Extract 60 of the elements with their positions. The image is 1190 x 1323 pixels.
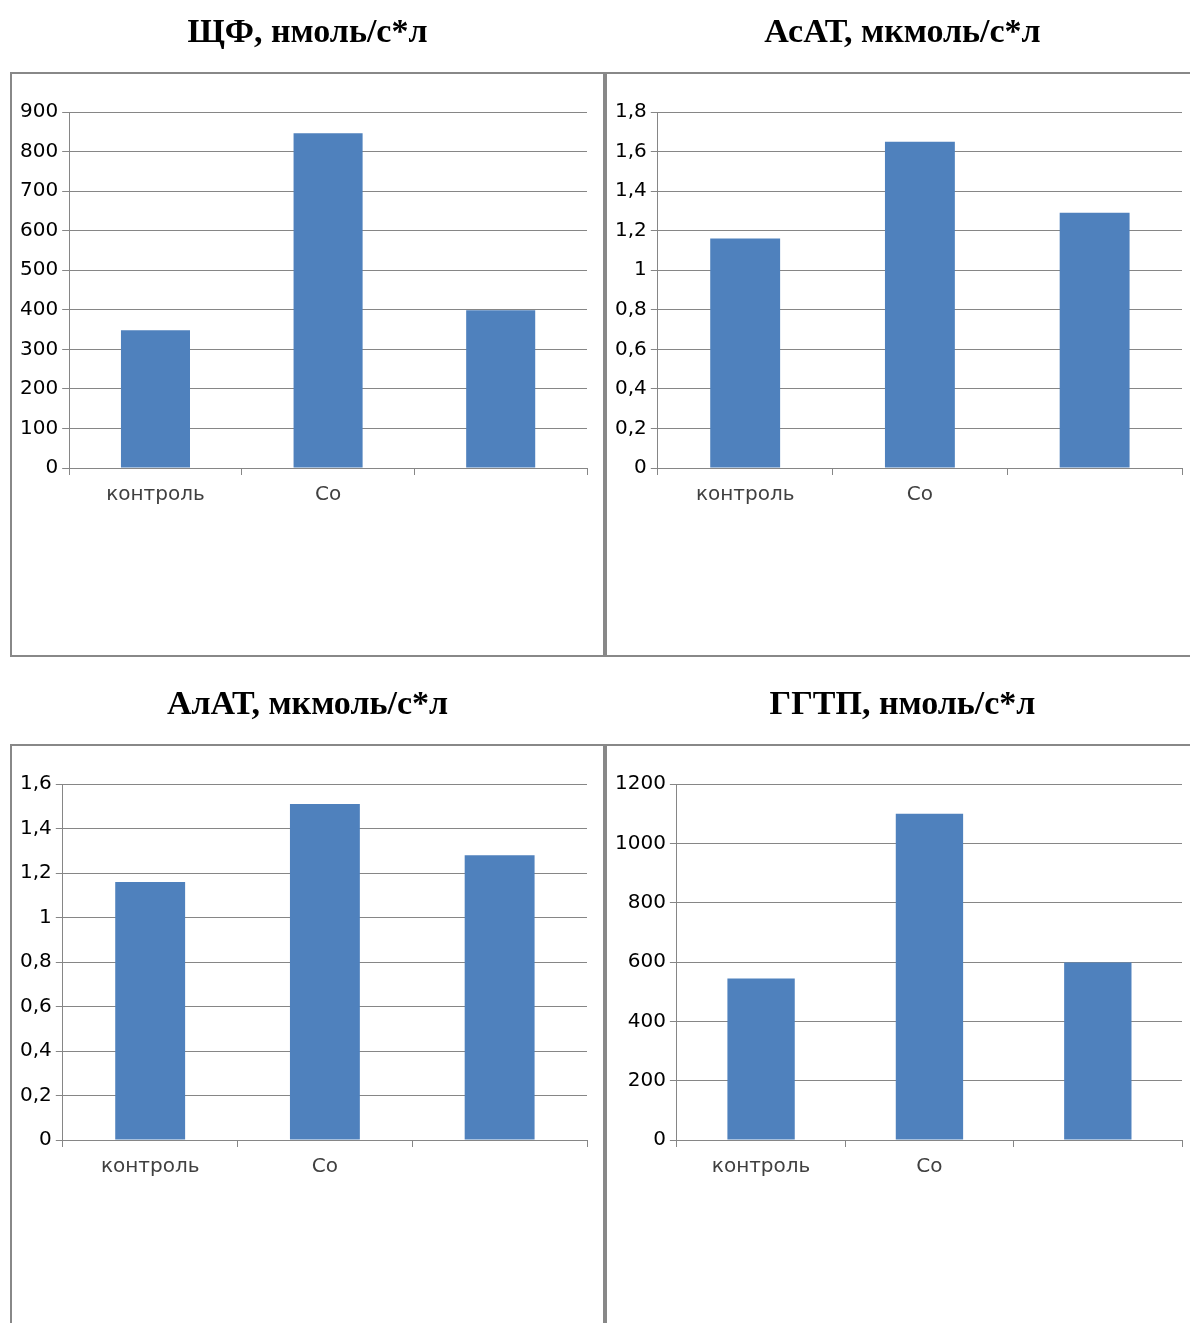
y-tick-label: 0,2 [614, 414, 647, 439]
bar [895, 813, 964, 1140]
y-tick-label: 0 [653, 1126, 666, 1151]
y-tick-label: 1 [39, 903, 52, 928]
y-tick-label: 600 [627, 948, 666, 973]
y-tick-label: 0,4 [19, 1037, 52, 1062]
y-tick-label: 0 [45, 454, 59, 479]
y-tick-label: 300 [19, 335, 59, 360]
y-tick-label: 500 [19, 256, 59, 281]
y-tick-label: 1,6 [614, 137, 647, 162]
bar [466, 310, 536, 468]
x-tick-label: Со [311, 1153, 338, 1178]
bar [464, 855, 535, 1140]
y-tick-label: 1200 [614, 770, 666, 795]
chart-title: ГГТП, нмоль/с*л [768, 683, 1037, 723]
y-tick-label: 1,2 [614, 216, 647, 241]
y-tick-label: 200 [19, 375, 59, 400]
y-tick-label: 800 [627, 888, 666, 913]
y-tick-label: 600 [19, 216, 59, 241]
y-tick-label: 800 [19, 137, 59, 162]
y-tick-label: 1,8 [614, 98, 647, 123]
bar [289, 804, 360, 1140]
y-tick-label: 1000 [614, 829, 666, 854]
y-tick-label: 0,8 [19, 948, 52, 973]
x-tick-label: контроль [711, 1153, 811, 1178]
y-tick-label: 0,6 [19, 992, 52, 1017]
y-tick-label: 400 [19, 295, 59, 320]
x-tick-label: контроль [695, 481, 795, 506]
y-tick-label: 1,4 [19, 814, 52, 839]
y-tick-label: 1,4 [614, 177, 647, 202]
y-tick-label: 0,8 [614, 295, 647, 320]
bar [1064, 962, 1132, 1140]
x-tick-label: контроль [100, 1153, 200, 1178]
bar [120, 330, 190, 468]
x-tick-label: Со [314, 481, 342, 506]
y-tick-label: 1 [634, 256, 647, 281]
y-tick-label: 400 [627, 1007, 666, 1032]
chart-title: АсАТ, мкмоль/с*л [763, 11, 1042, 51]
y-tick-label: 1,6 [19, 770, 52, 795]
y-tick-label: 100 [19, 414, 59, 439]
bar [727, 978, 795, 1140]
y-tick-label: 0,4 [614, 375, 647, 400]
y-tick-label: 700 [19, 177, 59, 202]
y-tick-label: 0,2 [19, 1081, 52, 1106]
x-tick-label: контроль [106, 481, 205, 506]
bar [710, 238, 781, 468]
bar [293, 133, 363, 468]
bar [1059, 212, 1130, 468]
y-tick-label: 200 [627, 1066, 666, 1091]
chart-title: АлАТ, мкмоль/с*л [165, 683, 450, 723]
y-tick-label: 0,6 [614, 335, 647, 360]
bar [115, 881, 186, 1140]
y-tick-label: 1,2 [19, 859, 52, 884]
x-tick-label: Со [916, 1153, 943, 1178]
y-tick-label: 900 [19, 98, 59, 123]
bar [884, 141, 955, 468]
y-tick-label: 0 [39, 1126, 52, 1151]
y-tick-label: 0 [634, 454, 647, 479]
chart-title: ЩФ, нмоль/с*л [186, 11, 429, 51]
x-tick-label: Со [906, 481, 933, 506]
